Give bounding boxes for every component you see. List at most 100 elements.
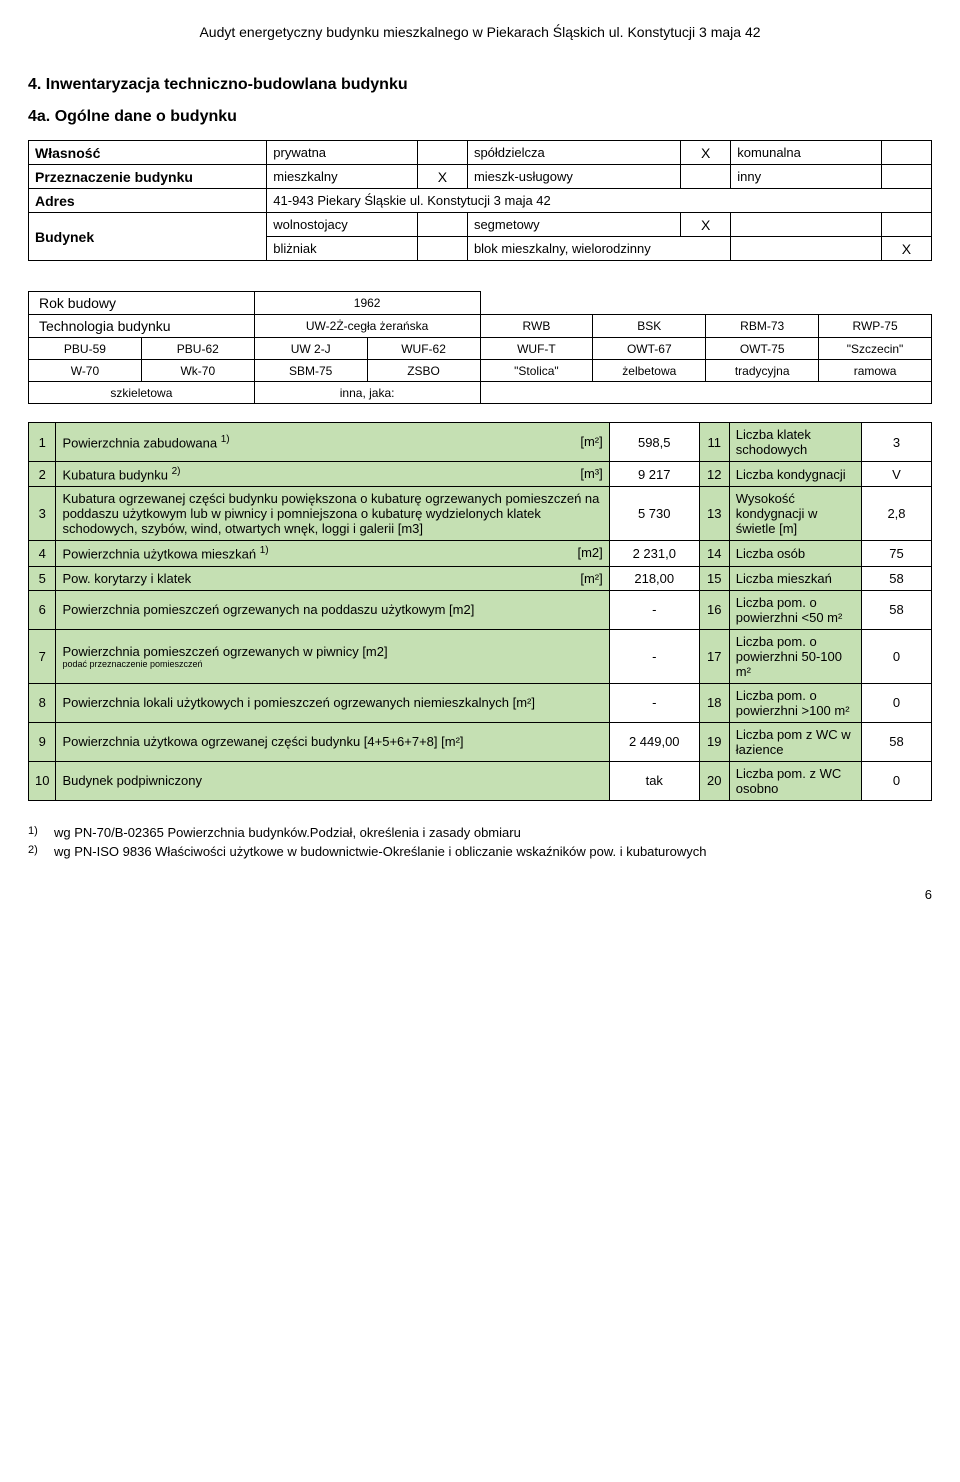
cell bbox=[681, 165, 731, 189]
row-desc: Powierzchnia pomieszczeń ogrzewanych w p… bbox=[56, 629, 609, 683]
cell: SBM-75 bbox=[254, 360, 367, 382]
label-ownership: Własność bbox=[29, 141, 267, 165]
cell: W-70 bbox=[29, 360, 142, 382]
cell bbox=[881, 165, 931, 189]
row-val: - bbox=[609, 683, 699, 722]
row-val: 2 449,00 bbox=[609, 722, 699, 761]
cell: komunalna bbox=[731, 141, 882, 165]
row-rdesc: Wysokość kondygnacji w świetle [m] bbox=[729, 487, 861, 541]
cell: inna, jaka: bbox=[254, 382, 480, 404]
cell: inny bbox=[731, 165, 882, 189]
row-rdesc: Liczba pom z WC w łazience bbox=[729, 722, 861, 761]
cell: "Stolica" bbox=[480, 360, 593, 382]
row-num: 9 bbox=[29, 722, 56, 761]
row-num: 4 bbox=[29, 541, 56, 566]
row-rdesc: Liczba kondygnacji bbox=[729, 462, 861, 487]
row-num: 10 bbox=[29, 761, 56, 800]
row-rdesc: Liczba pom. o powierzhni >100 m² bbox=[729, 683, 861, 722]
label-tech: Technologia budynku bbox=[29, 315, 255, 338]
table-general: Własność prywatna spółdzielcza X komunal… bbox=[28, 140, 932, 261]
cell: PBU-62 bbox=[141, 338, 254, 360]
row-num: 5 bbox=[29, 566, 56, 590]
cell: segmetowy bbox=[467, 213, 680, 237]
page-number: 6 bbox=[28, 887, 932, 902]
page-header: Audyt energetyczny budynku mieszkalnego … bbox=[28, 24, 932, 40]
cell bbox=[480, 382, 932, 404]
cell bbox=[881, 213, 931, 237]
row-val: tak bbox=[609, 761, 699, 800]
cell: RBM-73 bbox=[706, 315, 819, 338]
footnote-text: wg PN-ISO 9836 Właściwości użytkowe w bu… bbox=[54, 844, 706, 859]
row-rnum: 14 bbox=[699, 541, 729, 566]
row-rnum: 18 bbox=[699, 683, 729, 722]
cell-address: 41-943 Piekary Śląskie ul. Konstytucji 3… bbox=[267, 189, 932, 213]
cell: mieszk-usługowy bbox=[467, 165, 680, 189]
sub-title: 4a. Ogólne dane o budynku bbox=[28, 108, 932, 126]
row-rnum: 15 bbox=[699, 566, 729, 590]
row-desc: Budynek podpiwniczony bbox=[56, 761, 609, 800]
cell: UW-2Ż-cegła żerańska bbox=[254, 315, 480, 338]
cell: wolnostojacy bbox=[267, 213, 418, 237]
footnotes: 1) wg PN-70/B-02365 Powierzchnia budynkó… bbox=[28, 825, 932, 859]
row-rval: 75 bbox=[862, 541, 932, 566]
row-rval: 0 bbox=[862, 683, 932, 722]
label-use: Przeznaczenie budynku bbox=[29, 165, 267, 189]
cell bbox=[417, 213, 467, 237]
row-rnum: 19 bbox=[699, 722, 729, 761]
row-val: 2 231,0 bbox=[609, 541, 699, 566]
footnote-idx: 2) bbox=[28, 844, 46, 859]
section-title: 4. Inwentaryzacja techniczno-budowlana b… bbox=[28, 76, 932, 94]
footnote-idx: 1) bbox=[28, 825, 46, 840]
table-tech: Rok budowy 1962 Technologia budynku UW-2… bbox=[28, 291, 932, 404]
row-val: 5 730 bbox=[609, 487, 699, 541]
cell: tradycyjna bbox=[706, 360, 819, 382]
cell: mieszkalny bbox=[267, 165, 418, 189]
cell: X bbox=[681, 213, 731, 237]
row-rnum: 11 bbox=[699, 423, 729, 462]
row-rval: 0 bbox=[862, 629, 932, 683]
cell: WUF-T bbox=[480, 338, 593, 360]
row-desc: Powierzchnia lokali użytkowych i pomiesz… bbox=[56, 683, 609, 722]
label-address: Adres bbox=[29, 189, 267, 213]
row-rval: 2,8 bbox=[862, 487, 932, 541]
row-rval: V bbox=[862, 462, 932, 487]
cell: RWP-75 bbox=[819, 315, 932, 338]
row-rval: 58 bbox=[862, 722, 932, 761]
footnote-text: wg PN-70/B-02365 Powierzchnia budynków.P… bbox=[54, 825, 521, 840]
row-val: - bbox=[609, 629, 699, 683]
row-desc: Pow. korytarzy i klatek[m²] bbox=[56, 566, 609, 590]
cell: szkieletowa bbox=[29, 382, 255, 404]
row-num: 8 bbox=[29, 683, 56, 722]
row-rdesc: Liczba pom. o powierzhni <50 m² bbox=[729, 590, 861, 629]
row-val: 9 217 bbox=[609, 462, 699, 487]
cell: bliżniak bbox=[267, 237, 418, 261]
row-desc: Kubatura budynku 2)[m³] bbox=[56, 462, 609, 487]
row-rval: 0 bbox=[862, 761, 932, 800]
row-desc: Powierzchnia zabudowana 1)[m²] bbox=[56, 423, 609, 462]
cell bbox=[417, 141, 467, 165]
row-desc: Powierzchnia użytkowa ogrzewanej części … bbox=[56, 722, 609, 761]
row-rdesc: Liczba pom. o powierzhni 50-100 m² bbox=[729, 629, 861, 683]
label-building: Budynek bbox=[29, 213, 267, 261]
cell: Wk-70 bbox=[141, 360, 254, 382]
cell: blok mieszkalny, wielorodzinny bbox=[467, 237, 730, 261]
cell: PBU-59 bbox=[29, 338, 142, 360]
row-val: 218,00 bbox=[609, 566, 699, 590]
cell bbox=[731, 237, 882, 261]
row-val: - bbox=[609, 590, 699, 629]
row-num: 2 bbox=[29, 462, 56, 487]
cell: OWT-75 bbox=[706, 338, 819, 360]
cell: ZSBO bbox=[367, 360, 480, 382]
row-val: 598,5 bbox=[609, 423, 699, 462]
cell: "Szczecin" bbox=[819, 338, 932, 360]
row-rdesc: Liczba osób bbox=[729, 541, 861, 566]
row-rval: 3 bbox=[862, 423, 932, 462]
row-rnum: 12 bbox=[699, 462, 729, 487]
row-num: 6 bbox=[29, 590, 56, 629]
row-desc: Kubatura ogrzewanej części budynku powię… bbox=[56, 487, 609, 541]
cell: OWT-67 bbox=[593, 338, 706, 360]
cell: spółdzielcza bbox=[467, 141, 680, 165]
cell bbox=[417, 237, 467, 261]
row-rdesc: Liczba pom. z WC osobno bbox=[729, 761, 861, 800]
row-rdesc: Liczba mieszkań bbox=[729, 566, 861, 590]
